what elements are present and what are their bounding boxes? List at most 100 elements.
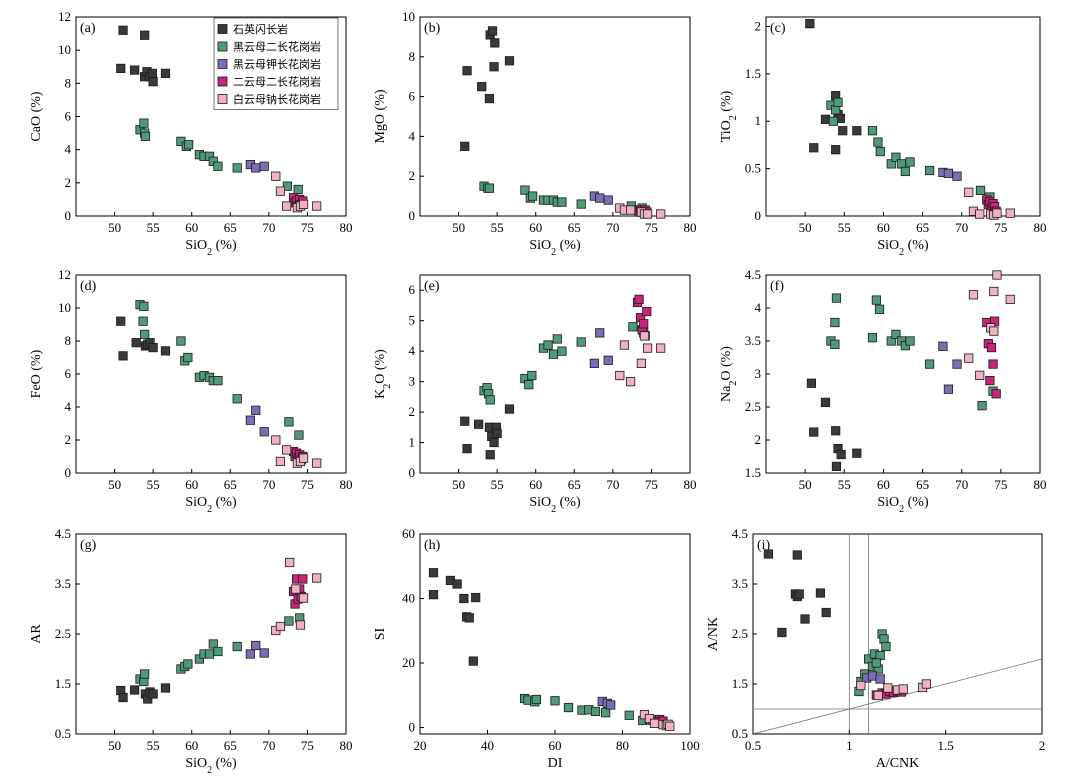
x-tick-label: 75 — [301, 477, 314, 492]
data-point-muscovite_albite_granite — [975, 209, 985, 219]
data-point-biotite_monzogranite — [194, 654, 205, 664]
x-tick-label: 65 — [224, 220, 237, 235]
data-point-biotite_monzogranite — [282, 181, 292, 191]
data-point-biotite_monzogranite — [891, 152, 901, 162]
y-axis-label: FeO (%) — [29, 349, 44, 398]
y-tick-label: 3 — [409, 374, 416, 389]
data-point-muscovite_albite_granite — [989, 326, 999, 336]
data-point-muscovite_albite_granite — [642, 343, 653, 353]
data-point-quartz_diorite — [118, 351, 128, 361]
x-tick-label: 70 — [606, 477, 619, 492]
data-point-biotite_monzogranite — [871, 295, 881, 305]
x-tick-label: 70 — [955, 220, 968, 235]
data-point-muscovite_albite_granite — [285, 557, 295, 568]
data-point-muscovite_albite_granite — [1005, 294, 1015, 305]
data-point-quartz_diorite — [148, 77, 158, 87]
data-point-muscovite_albite_granite — [295, 620, 306, 630]
data-point-muscovite_albite_granite — [656, 343, 666, 353]
data-point-biotite_monzogranite — [557, 346, 567, 356]
data-point-muscovite_albite_granite — [626, 205, 636, 215]
data-point-biotite_k_granite — [595, 328, 605, 338]
data-point-quartz_diorite — [838, 126, 848, 136]
data-point-muscovite_albite_granite — [649, 718, 660, 728]
data-point-muscovite_albite_granite — [992, 270, 1002, 280]
data-point-muscovite_albite_granite — [619, 340, 630, 350]
y-tick-label: 2 — [65, 432, 72, 447]
x-tick-label: 55 — [491, 220, 504, 235]
data-point-two_mica_monzogranite — [642, 306, 652, 317]
x-axis-label: DI — [548, 756, 563, 771]
data-point-quartz_diorite — [484, 93, 495, 104]
data-point-muscovite_albite_granite — [275, 621, 286, 632]
data-point-biotite_k_granite — [251, 640, 261, 651]
x-tick-label: 75 — [645, 477, 658, 492]
data-point-biotite_k_granite — [943, 384, 954, 394]
data-point-biotite_monzogranite — [138, 316, 148, 326]
data-point-muscovite_albite_granite — [873, 690, 883, 701]
data-point-biotite_k_granite — [595, 193, 605, 203]
data-point-muscovite_albite_granite — [656, 209, 666, 219]
x-tick-label: 70 — [955, 477, 968, 492]
y-tick-label: 20 — [402, 655, 415, 670]
plot-frame — [75, 533, 347, 735]
data-point-quartz_diorite — [160, 683, 171, 693]
y-tick-label: 10 — [58, 42, 71, 57]
data-point-muscovite_albite_granite — [298, 199, 309, 209]
y-tick-label: 0.5 — [55, 726, 71, 741]
data-point-two_mica_monzogranite — [988, 359, 998, 369]
data-point-quartz_diorite — [460, 141, 470, 151]
y-tick-label: 60 — [402, 526, 415, 541]
data-point-quartz_diorite — [831, 145, 841, 155]
y-tick-label: 1.5 — [745, 66, 761, 81]
panel-g: 50 55 60 65 70 75 80 0.5 1.5 2.5 3.5 4.5 SiO2 (%) AR (… — [29, 526, 353, 776]
data-point-biotite_monzogranite — [213, 161, 223, 171]
data-point-muscovite_albite_granite — [312, 458, 322, 468]
y-tick-label: 0 — [409, 465, 416, 480]
y-axis-label: K2O (%) — [373, 349, 393, 399]
data-point-biotite_monzogranite — [900, 166, 910, 177]
data-point-muscovite_albite_granite — [856, 680, 866, 691]
x-tick-label: 65 — [224, 477, 237, 492]
data-point-biotite_monzogranite — [232, 394, 242, 404]
x-tick-label: 20 — [414, 738, 427, 753]
x-tick-label: 60 — [877, 220, 890, 235]
data-point-biotite_monzogranite — [830, 339, 840, 349]
x-tick-label: 60 — [185, 477, 198, 492]
data-point-quartz_diorite — [118, 692, 128, 703]
data-point-two_mica_monzogranite — [991, 389, 1001, 399]
data-point-quartz_diorite — [464, 613, 474, 623]
data-point-biotite_monzogranite — [176, 336, 186, 346]
y-tick-label: 2.5 — [745, 399, 761, 414]
data-point-biotite_monzogranite — [576, 337, 586, 347]
data-point-biotite_monzogranite — [531, 694, 542, 705]
x-tick-label: 50 — [452, 477, 465, 492]
x-tick-label: 65 — [568, 220, 581, 235]
data-point-muscovite_albite_granite — [298, 593, 309, 603]
data-point-two_mica_monzogranite — [298, 574, 308, 584]
data-point-biotite_monzogranite — [213, 375, 223, 386]
data-point-biotite_k_granite — [245, 649, 255, 659]
legend-label: 黑云母钾长花岗岩 — [233, 57, 321, 71]
data-point-quartz_diorite — [490, 38, 500, 48]
data-point-biotite_monzogranite — [925, 359, 935, 369]
y-tick-label: 6 — [409, 282, 416, 297]
data-point-biotite_k_granite — [259, 427, 269, 437]
data-point-muscovite_albite_granite — [968, 290, 979, 300]
data-point-quartz_diorite — [831, 461, 842, 472]
data-point-muscovite_albite_granite — [898, 684, 908, 694]
x-axis-label: A/CNK — [876, 756, 920, 771]
data-point-biotite_k_granite — [245, 415, 255, 425]
x-tick-label: 80 — [340, 477, 353, 492]
data-point-quartz_diorite — [763, 549, 774, 559]
data-point-biotite_monzogranite — [873, 137, 883, 147]
legend-swatch — [217, 59, 228, 69]
data-point-biotite_k_granite — [943, 168, 954, 178]
data-point-quartz_diorite — [459, 593, 469, 604]
data-point-biotite_monzogranite — [140, 329, 150, 340]
data-point-biotite_monzogranite — [896, 159, 907, 169]
x-tick-label: 55 — [838, 477, 851, 492]
y-tick-label: 0 — [65, 465, 72, 480]
data-point-biotite_monzogranite — [886, 159, 896, 169]
x-tick-label: 75 — [301, 738, 314, 753]
